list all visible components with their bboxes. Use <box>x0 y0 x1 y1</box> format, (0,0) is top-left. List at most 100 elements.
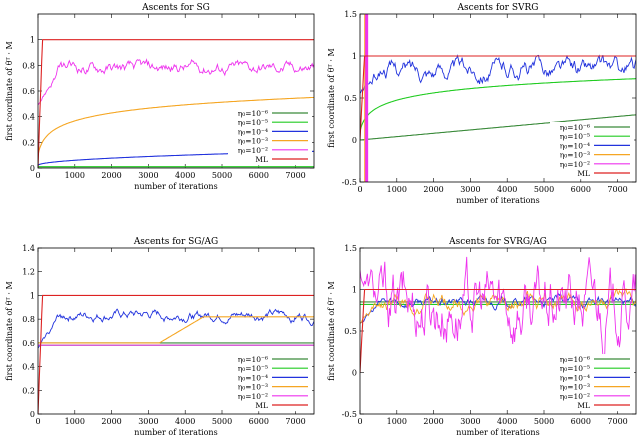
chart-1: Ascents for SG 0 0.2 0.4 0.6 0.8 1 0 1000 2000 300… <box>5 3 315 191</box>
x-tick-label: 7000 <box>607 417 627 426</box>
series-line <box>38 96 314 156</box>
chart-title: Ascents for SG <box>141 3 210 13</box>
x-axis-label: number of iterations <box>456 428 539 437</box>
legend-label: η₀=10⁻² <box>238 146 268 155</box>
series-line <box>38 316 314 344</box>
x-tick-label: 2000 <box>423 185 443 194</box>
x-tick-label: 1000 <box>387 185 407 194</box>
series-line <box>360 256 636 362</box>
y-tick-label: 1 <box>30 291 35 300</box>
series-line <box>360 292 636 324</box>
y-tick-label: 1 <box>30 36 35 45</box>
x-tick-label: 1000 <box>65 417 85 426</box>
legend: η₀=10⁻⁶η₀=10⁻⁵η₀=10⁻⁴η₀=10⁻³η₀=10⁻²ML <box>550 354 634 412</box>
legend-label: η₀=10⁻⁵ <box>560 364 590 373</box>
y-tick-label: 1.4 <box>22 244 35 253</box>
y-tick-label: 1 <box>352 52 357 61</box>
x-tick-label: 5000 <box>534 185 554 194</box>
x-axis-label: number of iterations <box>134 182 217 191</box>
x-tick-label: 6000 <box>249 417 269 426</box>
legend-label: ML <box>255 155 268 164</box>
plot-frame <box>359 13 637 183</box>
x-tick-label: 4000 <box>175 417 195 426</box>
legend-label: η₀=10⁻⁶ <box>238 109 268 118</box>
y-tick-label: 0.8 <box>22 315 35 324</box>
x-tick-label: 4000 <box>497 185 517 194</box>
series-line <box>365 14 369 182</box>
series-line <box>360 78 636 132</box>
x-tick-label: 1000 <box>65 171 85 180</box>
x-tick-label: 6000 <box>571 185 591 194</box>
x-tick-label: 2000 <box>101 417 121 426</box>
chart-title: Ascents for SVRG <box>457 3 539 13</box>
x-tick-label: 4000 <box>175 171 195 180</box>
legend-label: η₀=10⁻⁴ <box>560 141 590 150</box>
x-tick-label: 3000 <box>138 171 158 180</box>
legend-bg <box>550 122 634 180</box>
legend-label: η₀=10⁻² <box>560 160 590 169</box>
y-axis-label: first coordinate of θᵀ · M <box>5 281 14 380</box>
series-line <box>360 54 636 94</box>
y-tick-label: 1.5 <box>344 10 357 19</box>
x-tick-label: 5000 <box>212 417 232 426</box>
series-line <box>360 114 636 141</box>
x-tick-label: 5000 <box>534 417 554 426</box>
legend-label: η₀=10⁻⁵ <box>238 364 268 373</box>
x-tick-label: 6000 <box>249 171 269 180</box>
chart-2: Ascents for SVRG-0.500.511.50 1000 2000 300… <box>327 3 637 205</box>
legend-label: η₀=10⁻⁴ <box>560 373 590 382</box>
legend-label: η₀=10⁻⁶ <box>560 355 590 364</box>
legend: η₀=10⁻⁶η₀=10⁻⁵η₀=10⁻⁴η₀=10⁻³η₀=10⁻²ML <box>228 108 312 166</box>
y-tick-label: -0.5 <box>342 410 357 419</box>
y-tick-label: 0 <box>352 136 357 145</box>
x-tick-label: 0 <box>35 171 40 180</box>
series-line <box>38 58 314 106</box>
chart-4: Ascents for SVRG/AG-0.500.511.50 1000 2000… <box>327 237 637 437</box>
y-tick-label: 1 <box>352 286 357 295</box>
plot-frame <box>37 13 315 169</box>
x-tick-label: 7000 <box>285 417 305 426</box>
y-tick-label: 0.6 <box>22 87 35 96</box>
x-tick-label: 6000 <box>571 417 591 426</box>
x-tick-label: 3000 <box>460 417 480 426</box>
y-tick-label: 0 <box>352 369 357 378</box>
legend: η₀=10⁻⁶η₀=10⁻⁵η₀=10⁻⁴η₀=10⁻³η₀=10⁻²ML <box>228 354 312 412</box>
legend-bg <box>550 354 634 412</box>
legend-label: η₀=10⁻² <box>560 392 590 401</box>
x-tick-label: 0 <box>35 417 40 426</box>
series-line <box>360 55 636 141</box>
series-line <box>38 39 314 168</box>
x-tick-label: 3000 <box>138 417 158 426</box>
y-tick-label: 1.5 <box>344 244 357 253</box>
legend-label: ML <box>577 401 590 410</box>
y-tick-label: 0 <box>30 164 35 173</box>
y-axis-label: first coordinate of θᵀ · M <box>327 281 336 380</box>
x-axis-label: number of iterations <box>134 428 217 437</box>
chart-3: Ascents for SG/AG 0 0.2 0.4 0.6 0.8 1 1.2 1.4 0 10… <box>5 237 315 437</box>
x-tick-label: 0 <box>357 185 362 194</box>
y-tick-label: 0 <box>30 410 35 419</box>
legend-label: η₀=10⁻³ <box>560 151 590 160</box>
series-line <box>38 294 314 414</box>
legend-label: ML <box>577 169 590 178</box>
y-tick-label: 0.5 <box>344 94 357 103</box>
series-line <box>360 288 636 373</box>
y-axis-label: first coordinate of θᵀ · M <box>327 48 336 147</box>
legend-label: η₀=10⁻⁴ <box>238 373 268 382</box>
x-tick-label: 4000 <box>497 417 517 426</box>
chart-title: Ascents for SG/AG <box>133 237 218 247</box>
plot-frame <box>359 247 637 415</box>
x-tick-label: 3000 <box>460 185 480 194</box>
legend-label: η₀=10⁻² <box>238 392 268 401</box>
legend-label: η₀=10⁻⁴ <box>238 127 268 136</box>
x-tick-label: 2000 <box>101 171 121 180</box>
legend-label: η₀=10⁻⁵ <box>238 118 268 127</box>
x-tick-label: 5000 <box>212 171 232 180</box>
x-tick-label: 0 <box>357 417 362 426</box>
legend-bg <box>228 354 312 412</box>
x-tick-label: 7000 <box>285 171 305 180</box>
y-tick-label: 0.6 <box>22 339 35 348</box>
legend: η₀=10⁻⁶η₀=10⁻⁵η₀=10⁻⁴η₀=10⁻³η₀=10⁻²ML <box>550 122 634 180</box>
series-line <box>360 287 636 324</box>
